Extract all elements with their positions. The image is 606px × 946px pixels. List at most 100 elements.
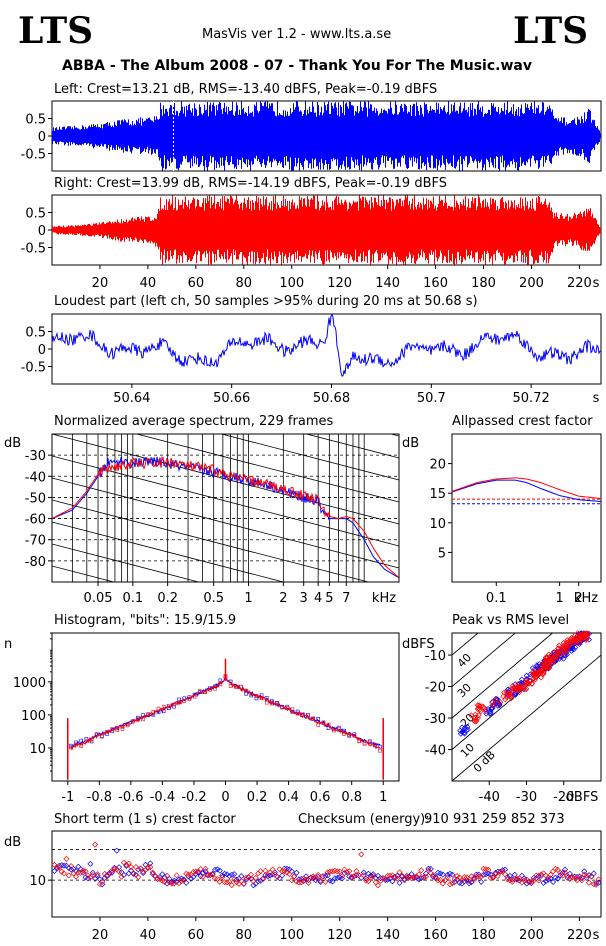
short-term-crest-point: [518, 872, 525, 879]
short-term-crest-point: [164, 880, 171, 887]
short-term-crest-point: [499, 867, 506, 874]
spectrum-xtick-label: 0.2: [157, 591, 178, 606]
spectrum-xtick-label: 1: [244, 591, 252, 606]
short-term-crest-point: [384, 872, 391, 879]
allpassed-crest-ytick-label: 5: [438, 546, 446, 561]
peak-vs-rms-point: [488, 705, 495, 712]
short-term-crest-point: [247, 871, 254, 878]
histogram-point-left: [378, 744, 382, 749]
peak-vs-rms-xtick-label: -40: [479, 790, 500, 805]
short-term-crest-point: [425, 865, 432, 872]
peak-vs-rms-point: [506, 690, 513, 697]
peak-vs-rms-point: [475, 712, 482, 719]
short-term-crest-point: [485, 866, 492, 873]
histogram-xtick-label: -1: [61, 790, 74, 805]
peak-vs-rms-xtick-label: -20: [553, 790, 574, 805]
waveform-right-signal: [52, 195, 601, 265]
peak-vs-rms-point: [474, 714, 481, 721]
short-term-crest-point: [396, 879, 403, 886]
loudest-part-ytick-label: 0.5: [25, 326, 46, 341]
short-term-crest-point: [238, 878, 245, 885]
peak-vs-rms-diagonal: [452, 633, 554, 719]
peak-vs-rms-point: [523, 678, 529, 684]
short-term-crest-point: [444, 871, 451, 878]
short-term-crest-point: [528, 878, 535, 885]
spectrum-slope: [304, 434, 399, 459]
histogram-point-right: [105, 730, 109, 734]
peak-vs-rms-point: [523, 685, 530, 692]
short-term-crest-point: [180, 877, 187, 884]
spectrum-xunit: kHz: [372, 591, 396, 606]
short-term-crest-point: [348, 874, 355, 881]
waveform-right-xtick-label: 160: [423, 276, 448, 291]
histogram-point-right: [337, 727, 341, 731]
waveform-right-xunit: s: [593, 276, 600, 291]
histogram-point-right: [300, 712, 305, 717]
spectrum-xtick-label: 0.5: [203, 591, 224, 606]
short-term-crest-point: [439, 871, 446, 878]
spectrum-slope: [52, 258, 399, 348]
peak-vs-rms-point: [515, 685, 522, 692]
histogram-point-right: [218, 682, 223, 687]
short-term-crest-point: [171, 880, 178, 887]
short-term-crest-point: [279, 868, 286, 875]
short-term-crest-xtick-label: 20: [92, 928, 109, 943]
short-term-crest-point: [574, 873, 581, 880]
histogram-point-right: [197, 689, 202, 693]
short-term-crest-point: [418, 867, 425, 874]
short-term-crest-point: [370, 873, 377, 880]
histogram-point-right: [151, 709, 156, 714]
histogram-xtick-label: 0.2: [247, 790, 268, 805]
short-term-crest-point: [446, 881, 453, 888]
short-term-crest-point: [305, 879, 312, 886]
spectrum-xtick-label: 4: [314, 591, 322, 606]
peak-vs-rms-title: Peak vs RMS level: [452, 613, 570, 628]
peak-vs-rms-point: [556, 642, 563, 649]
short-term-crest-point: [152, 872, 159, 879]
short-term-crest-point: [552, 874, 559, 881]
histogram-xtick-label: 0.4: [278, 790, 299, 805]
short-term-crest-point: [358, 851, 365, 858]
short-term-crest-point: [118, 873, 125, 880]
short-term-crest-point: [212, 875, 219, 882]
allpassed-crest-series-left: [451, 479, 602, 502]
peak-vs-rms-point: [572, 644, 579, 651]
short-term-crest-xtick-label: 60: [188, 928, 205, 943]
loudest-part-xtick-label: 50.72: [513, 391, 550, 406]
short-term-crest-point: [480, 865, 487, 872]
short-term-crest-point: [178, 878, 185, 885]
peak-vs-rms-point: [515, 683, 522, 690]
short-term-crest-point: [315, 872, 322, 878]
short-term-crest-point: [106, 869, 113, 876]
short-term-crest-point: [427, 865, 434, 872]
peak-vs-rms-diagonal: [452, 654, 601, 781]
allpassed-crest-xtick-label: 2: [575, 591, 583, 606]
short-term-crest-point: [590, 870, 597, 877]
short-term-crest-point: [466, 878, 473, 885]
short-term-crest-point: [514, 875, 521, 882]
short-term-crest-point: [552, 865, 559, 872]
allpassed-crest-xtick-label: 0.1: [486, 591, 507, 606]
histogram-point-right: [161, 704, 166, 709]
short-term-crest-point: [343, 869, 350, 876]
peak-vs-rms-point: [567, 636, 574, 643]
peak-vs-rms-point: [553, 653, 560, 660]
short-term-crest-point: [389, 878, 396, 885]
peak-vs-rms-point: [520, 684, 527, 691]
waveform-right-xtick-label: 80: [236, 276, 253, 291]
peak-vs-rms-point: [461, 724, 468, 731]
short-term-crest-point: [473, 871, 480, 878]
checksum-label: Checksum (energy):: [298, 812, 430, 827]
histogram-xtick-label: -0.8: [87, 790, 112, 805]
waveform-left-signal: [52, 101, 601, 171]
short-term-crest-point: [279, 872, 286, 879]
short-term-crest-point: [365, 878, 372, 885]
allpassed-crest-ytick-label: 20: [429, 458, 446, 473]
short-term-crest-point: [542, 878, 549, 885]
histogram-point-right: [100, 734, 104, 739]
short-term-crest-point: [370, 871, 377, 878]
short-term-crest-point: [125, 860, 132, 867]
brand-logo-right: LTS: [513, 10, 589, 52]
